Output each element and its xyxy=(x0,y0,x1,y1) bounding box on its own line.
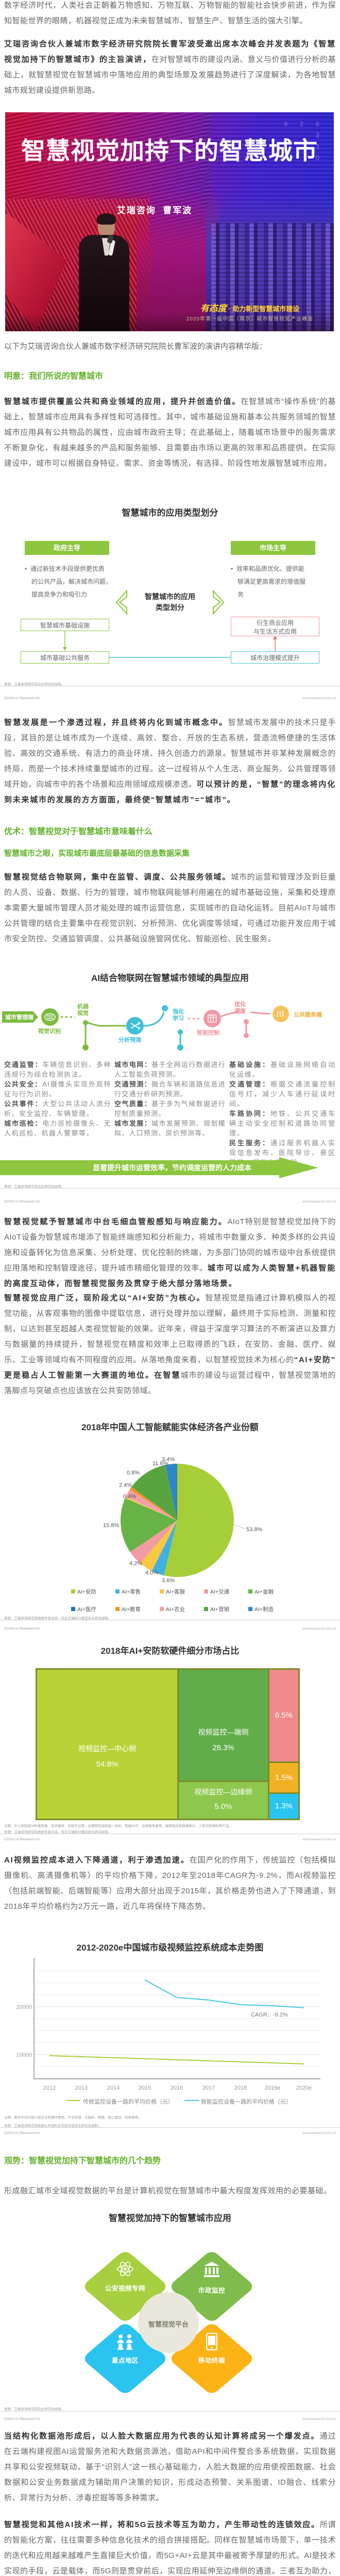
svg-text:2016: 2016 xyxy=(171,2085,183,2091)
svg-text:2013: 2013 xyxy=(75,2085,88,2091)
svg-text:调度: 调度 xyxy=(234,1007,246,1014)
svg-text:53.8%: 53.8% xyxy=(246,1527,262,1533)
svg-text:15.8%: 15.8% xyxy=(103,1522,119,1529)
svg-text:20000: 20000 xyxy=(16,2004,32,2010)
svg-text:CAGR：-9.2%: CAGR：-9.2% xyxy=(251,2012,288,2018)
svg-text:2015: 2015 xyxy=(139,2085,151,2091)
svg-text:3.4%: 3.4% xyxy=(162,1456,175,1463)
svg-text:机器: 机器 xyxy=(77,1003,89,1010)
svg-text:公共服务端: 公共服务端 xyxy=(294,1011,322,1018)
svg-text:2018: 2018 xyxy=(234,2085,247,2091)
svg-text:2019e: 2019e xyxy=(265,2085,281,2091)
svg-text:4.2%: 4.2% xyxy=(129,1561,142,1567)
svg-text:视觉识别: 视觉识别 xyxy=(38,1027,61,1035)
svg-text:10000: 10000 xyxy=(16,2052,32,2058)
svg-text:城市管理端: 城市管理端 xyxy=(5,1013,33,1021)
svg-text:强化: 强化 xyxy=(173,1008,184,1015)
svg-text:2012: 2012 xyxy=(43,2085,56,2091)
svg-text:4.0%: 4.0% xyxy=(145,1570,158,1576)
svg-text:2014: 2014 xyxy=(107,2085,120,2091)
svg-text:0.8%: 0.8% xyxy=(127,1470,140,1476)
svg-text:3.6%: 3.6% xyxy=(162,1578,175,1584)
svg-text:2020e: 2020e xyxy=(296,2085,312,2091)
svg-text:视觉: 视觉 xyxy=(77,1009,89,1016)
svg-text:分析预测: 分析预测 xyxy=(118,1036,141,1043)
svg-text:优化: 优化 xyxy=(234,1001,246,1008)
svg-text:学习: 学习 xyxy=(173,1014,184,1022)
svg-text:2.4%: 2.4% xyxy=(119,1482,132,1488)
svg-text:显著提升城市运营效率，节约调度运营的人力成本: 显著提升城市运营效率，节约调度运营的人力成本 xyxy=(93,1164,252,1172)
svg-text:11.6%: 11.6% xyxy=(152,1461,168,1467)
svg-text:0.4%: 0.4% xyxy=(123,1494,136,1500)
svg-text:智能控制: 智能控制 xyxy=(197,1029,219,1036)
svg-text:2017: 2017 xyxy=(202,2085,215,2091)
